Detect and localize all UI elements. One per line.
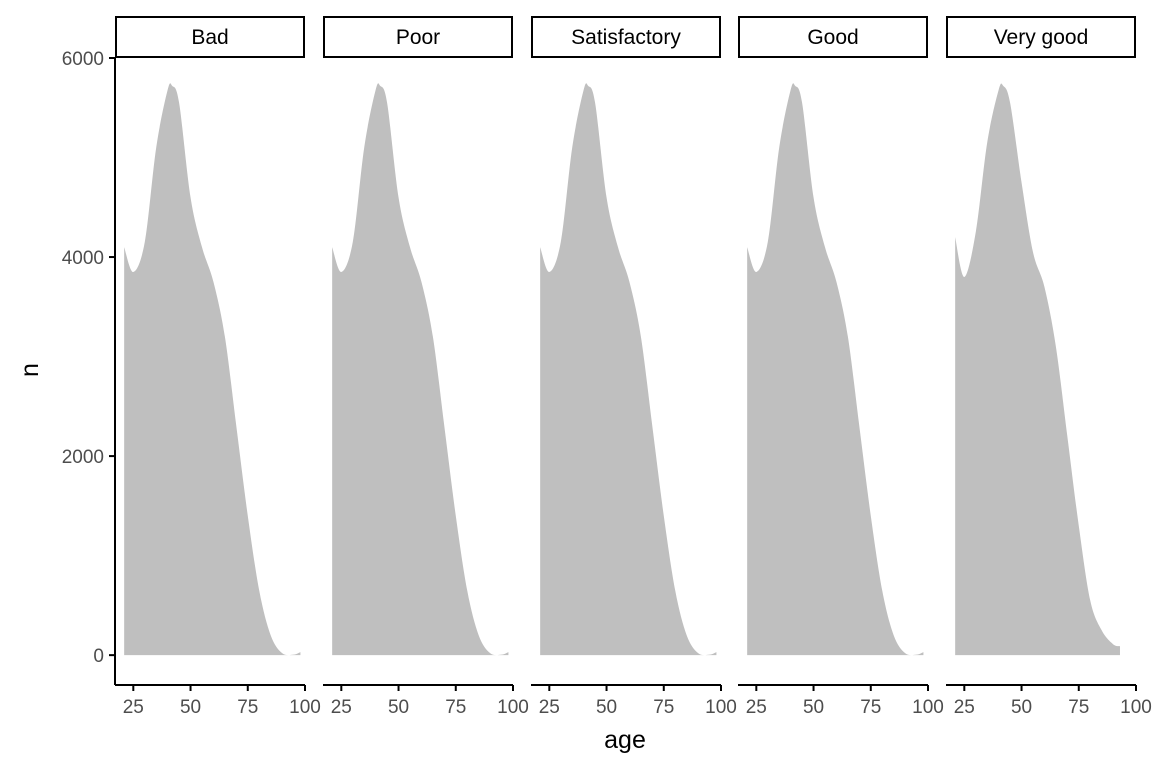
facet-strip-label: Poor (396, 26, 440, 49)
x-tick-label: 100 (1120, 697, 1152, 718)
y-tick-label: 2000 (62, 447, 104, 468)
facet-panel: Poor 25 50 75 100 (323, 16, 529, 718)
density-area (124, 83, 301, 656)
x-tick-label: 25 (954, 697, 975, 718)
x-tick-label: 75 (860, 697, 881, 718)
facet-strip-label: Good (807, 26, 858, 49)
facet-strip (323, 16, 513, 58)
density-area (955, 83, 1120, 656)
facet-strip (531, 16, 721, 58)
facet-strip (946, 16, 1136, 58)
x-tick-label: 100 (289, 697, 321, 718)
facet-panels: Bad 25 50 75 100 Poor 25 50 75 100 Satisfactory 25 5… (115, 16, 1152, 718)
x-tick-label: 50 (596, 697, 617, 718)
facet-panel: Very good 25 50 75 100 (946, 16, 1152, 718)
density-area (332, 83, 509, 656)
x-tick-label: 100 (497, 697, 529, 718)
y-tick-label: 4000 (62, 248, 104, 269)
y-axis-title: n (16, 363, 44, 377)
x-tick-label: 25 (746, 697, 767, 718)
facet-strip-label: Bad (191, 26, 228, 49)
facet-panel: Good 25 50 75 100 (738, 16, 944, 718)
density-area (747, 83, 924, 656)
density-area (540, 83, 717, 656)
x-tick-label: 75 (1068, 697, 1089, 718)
x-tick-label: 25 (123, 697, 144, 718)
x-tick-label: 100 (912, 697, 944, 718)
facet-panel: Bad 25 50 75 100 (115, 16, 321, 718)
facet-strip (738, 16, 928, 58)
facet-panel: Satisfactory 25 50 75 100 (531, 16, 737, 718)
x-tick-label: 75 (653, 697, 674, 718)
x-tick-label: 25 (331, 697, 352, 718)
x-tick-label: 50 (180, 697, 201, 718)
facet-strip-label: Very good (994, 26, 1089, 49)
x-tick-label: 100 (705, 697, 737, 718)
y-tick-label: 0 (93, 646, 104, 667)
x-tick-label: 50 (388, 697, 409, 718)
x-tick-label: 75 (237, 697, 258, 718)
y-axis-ticks: 0 2000 4000 6000 (62, 49, 115, 667)
facet-strip (115, 16, 305, 58)
y-tick-label: 6000 (62, 49, 104, 70)
x-tick-label: 75 (445, 697, 466, 718)
facet-strip-label: Satisfactory (571, 26, 681, 49)
x-tick-label: 50 (1011, 697, 1032, 718)
x-tick-label: 50 (803, 697, 824, 718)
x-axis-title: age (604, 726, 646, 754)
x-tick-label: 25 (539, 697, 560, 718)
